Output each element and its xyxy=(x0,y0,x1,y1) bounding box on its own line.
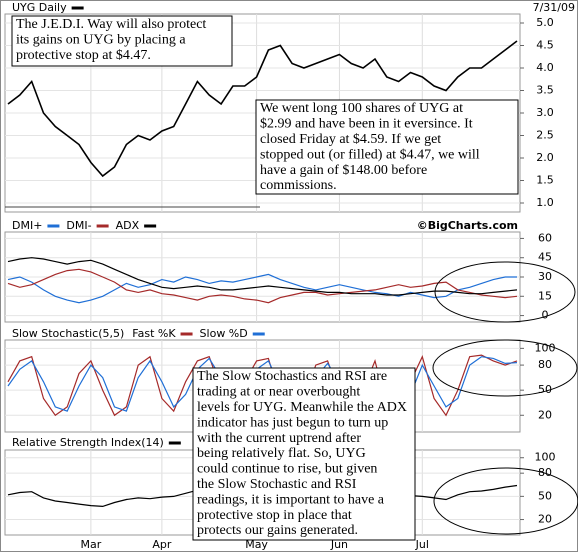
series-line xyxy=(7,356,518,417)
x-tick-label: Mar xyxy=(80,538,101,551)
annotation-line: The Slow Stochastics and RSI are xyxy=(197,369,387,384)
panel-title: UYG Daily xyxy=(12,1,67,14)
legend-label: ADX xyxy=(116,219,140,232)
y-tick-label: 15 xyxy=(538,289,552,302)
annotation-line: closed Friday at $4.59. If we get xyxy=(260,132,441,147)
x-tick-label: Jun xyxy=(330,538,348,551)
annotation-line: being relatively flat. So, UYG xyxy=(197,446,366,461)
y-tick-label: 100 xyxy=(535,451,556,464)
source-label: ©BigCharts.com xyxy=(417,219,518,232)
legend-label: Slow %D xyxy=(200,327,248,340)
y-tick-label: 50 xyxy=(538,489,552,502)
series-line xyxy=(7,40,518,178)
y-tick-label: 80 xyxy=(538,358,552,371)
annotation-line: We went long 100 shares of UYG at xyxy=(260,101,463,116)
y-tick-label: 3.0 xyxy=(536,106,554,119)
annotation-line: the Slow Stochastic and RSI xyxy=(197,477,357,492)
y-tick-label: 50 xyxy=(538,383,552,396)
y-tick-label: 1.0 xyxy=(536,196,554,209)
annotation-line: its gains on UYG by placing a xyxy=(16,33,186,48)
annotation-box xyxy=(255,99,519,195)
series-line xyxy=(7,268,518,304)
annotation-box xyxy=(192,367,416,541)
legend-label: DMI- xyxy=(66,219,91,232)
legend-label: Fast %K xyxy=(132,327,176,340)
annotation-line: with the current uptrend after xyxy=(197,431,361,446)
annotation-line: protective stop at $4.47. xyxy=(16,48,151,63)
highlight-oval xyxy=(432,339,578,397)
y-tick-label: 3.5 xyxy=(536,84,554,97)
y-tick-label: 45 xyxy=(538,251,552,264)
x-tick-label: Apr xyxy=(152,538,172,551)
y-tick-label: 20 xyxy=(538,513,552,526)
y-tick-label: 4.5 xyxy=(536,39,554,52)
annotation-line: levels for UYG. Meanwhile the ADX xyxy=(197,400,407,415)
annotation-line: The J.E.D.I. Way will also protect xyxy=(16,17,206,32)
date-label: 7/31/09 xyxy=(533,1,575,14)
annotation-line: stopped out (or filled) at $4.47, we wil… xyxy=(260,147,480,162)
series-line xyxy=(7,257,518,296)
y-tick-label: 0 xyxy=(542,309,549,322)
y-tick-label: 5.0 xyxy=(536,16,554,29)
annotation-line: have a gain of $148.00 before xyxy=(260,163,427,178)
y-tick-label: 60 xyxy=(538,231,552,244)
annotation-box xyxy=(11,15,233,67)
y-tick-label: 30 xyxy=(538,270,552,283)
series-line xyxy=(7,273,517,304)
annotation-line: protects our gains generated. xyxy=(197,523,358,538)
annotation-line: trading at or near overbought xyxy=(197,385,360,400)
annotation-line: could continue to rise, but given xyxy=(197,462,377,477)
highlight-oval xyxy=(433,467,578,535)
annotation-line: protective stop in place that xyxy=(197,508,352,523)
x-tick-label: Jul xyxy=(415,538,429,551)
y-tick-label: 1.5 xyxy=(536,174,554,187)
x-tick-label: May xyxy=(245,538,268,551)
annotation-line: readings, it is important to have a xyxy=(197,492,385,507)
panel-title: Relative Strength Index(14) xyxy=(12,436,164,449)
annotation-line: commissions. xyxy=(260,178,337,193)
annotation-line: $2.99 and have been in it eversince. It xyxy=(260,117,473,132)
annotation-line: indicator has just begun to turn up xyxy=(197,415,388,430)
legend-label: DMI+ xyxy=(12,219,42,232)
y-tick-label: 2.5 xyxy=(536,129,554,142)
y-tick-label: 4.0 xyxy=(536,61,554,74)
series-line xyxy=(7,354,518,421)
y-tick-label: 20 xyxy=(538,408,552,421)
panel-title: Slow Stochastic(5,5) xyxy=(12,327,124,340)
y-tick-label: 100 xyxy=(535,341,556,354)
y-tick-label: 2.0 xyxy=(536,151,554,164)
highlight-oval xyxy=(434,261,576,323)
